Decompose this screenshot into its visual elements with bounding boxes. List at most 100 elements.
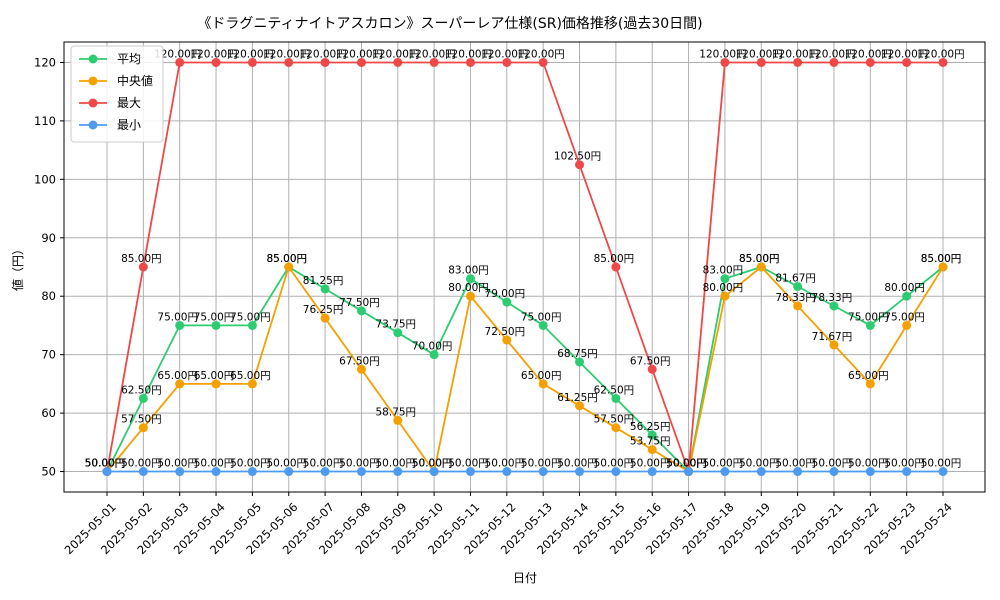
data-label: 67.50円 (339, 355, 380, 367)
data-point (211, 57, 221, 67)
data-label: 120.00円 (481, 48, 528, 60)
series-line (106, 264, 944, 474)
data-point (102, 467, 112, 477)
data-point (175, 379, 185, 389)
data-label: 50.00円 (775, 458, 816, 470)
data-label: 50.00円 (594, 458, 635, 470)
data-label: 68.75円 (557, 348, 598, 360)
data-label: 80.00円 (448, 282, 489, 294)
data-point (793, 57, 803, 67)
data-label: 120.00円 (372, 48, 419, 60)
legend-marker (88, 76, 98, 86)
data-label: 120.00円 (227, 48, 274, 60)
data-point (575, 357, 585, 367)
data-point (611, 423, 621, 433)
data-label: 120.00円 (445, 48, 492, 60)
data-point (938, 262, 948, 272)
data-label: 50.00円 (666, 458, 707, 470)
chart-title: 《ドラグニティナイトアスカロン》スーパーレア仕様(SR)価格推移(過去30日間) (197, 16, 702, 32)
data-label: 50.00円 (85, 458, 126, 470)
data-point (284, 262, 294, 272)
y-tick-label: 50 (41, 465, 56, 479)
legend-marker (88, 120, 98, 130)
data-point (575, 401, 585, 411)
legend-label: 平均 (117, 52, 141, 66)
data-point (393, 328, 403, 338)
data-point (138, 393, 148, 403)
legend-marker (88, 98, 98, 108)
data-point (902, 467, 912, 477)
data-point (211, 467, 221, 477)
y-tick-label: 70 (41, 348, 56, 362)
data-label: 50.00円 (485, 458, 526, 470)
data-point (211, 320, 221, 330)
y-tick-label: 90 (41, 231, 56, 245)
data-label: 72.50円 (485, 326, 526, 338)
data-point (465, 57, 475, 67)
data-point (247, 57, 257, 67)
y-tick-label: 100 (34, 172, 56, 186)
data-label: 50.00円 (848, 458, 889, 470)
data-point (902, 320, 912, 330)
data-point (756, 262, 766, 272)
data-point (938, 467, 948, 477)
data-point (865, 320, 875, 330)
data-point (356, 57, 366, 67)
data-label: 75.00円 (230, 311, 271, 323)
data-label: 50.00円 (666, 458, 707, 470)
data-label: 120.00円 (772, 48, 819, 60)
data-point (611, 262, 621, 272)
data-point (829, 467, 839, 477)
data-point (756, 467, 766, 477)
legend-label: 最大 (117, 96, 141, 110)
data-point (393, 415, 403, 425)
data-label: 73.75円 (376, 319, 417, 331)
data-label: 120.00円 (299, 48, 346, 60)
data-point (865, 57, 875, 67)
data-label: 80.00円 (703, 282, 744, 294)
data-point (356, 306, 366, 316)
data-point (465, 274, 475, 284)
data-point (538, 379, 548, 389)
data-point (502, 57, 512, 67)
data-label: 65.00円 (848, 370, 889, 382)
data-label: 120.00円 (336, 48, 383, 60)
data-point (284, 467, 294, 477)
data-point (902, 291, 912, 301)
data-point (502, 297, 512, 307)
data-label: 80.00円 (884, 282, 925, 294)
data-point (247, 379, 257, 389)
data-point (865, 467, 875, 477)
data-point (465, 467, 475, 477)
data-label: 50.00円 (630, 458, 671, 470)
data-label: 75.00円 (884, 311, 925, 323)
data-point (320, 57, 330, 67)
data-point (647, 445, 657, 455)
data-point (175, 57, 185, 67)
data-label: 67.50円 (630, 355, 671, 367)
data-point (720, 57, 730, 67)
data-label: 50.00円 (194, 458, 235, 470)
data-label: 50.00円 (266, 458, 307, 470)
data-label: 78.33円 (775, 292, 816, 304)
y-tick-label: 120 (34, 55, 56, 69)
data-point (429, 467, 439, 477)
x-axis-label: 日付 (513, 571, 537, 585)
data-point (647, 364, 657, 374)
data-label: 56.25円 (630, 421, 671, 433)
data-label: 65.00円 (230, 370, 271, 382)
data-label: 75.00円 (521, 311, 562, 323)
data-label: 76.25円 (303, 304, 344, 316)
data-point (902, 57, 912, 67)
series-layer (102, 57, 948, 477)
data-label: 62.50円 (121, 384, 162, 396)
data-point (538, 467, 548, 477)
data-label: 120.00円 (190, 48, 237, 60)
x-axis: 2025-05-012025-05-022025-05-032025-05-04… (62, 492, 955, 557)
data-label: 50.00円 (230, 458, 271, 470)
data-point (575, 160, 585, 170)
data-point (175, 467, 185, 477)
data-label: 50.00円 (812, 458, 853, 470)
